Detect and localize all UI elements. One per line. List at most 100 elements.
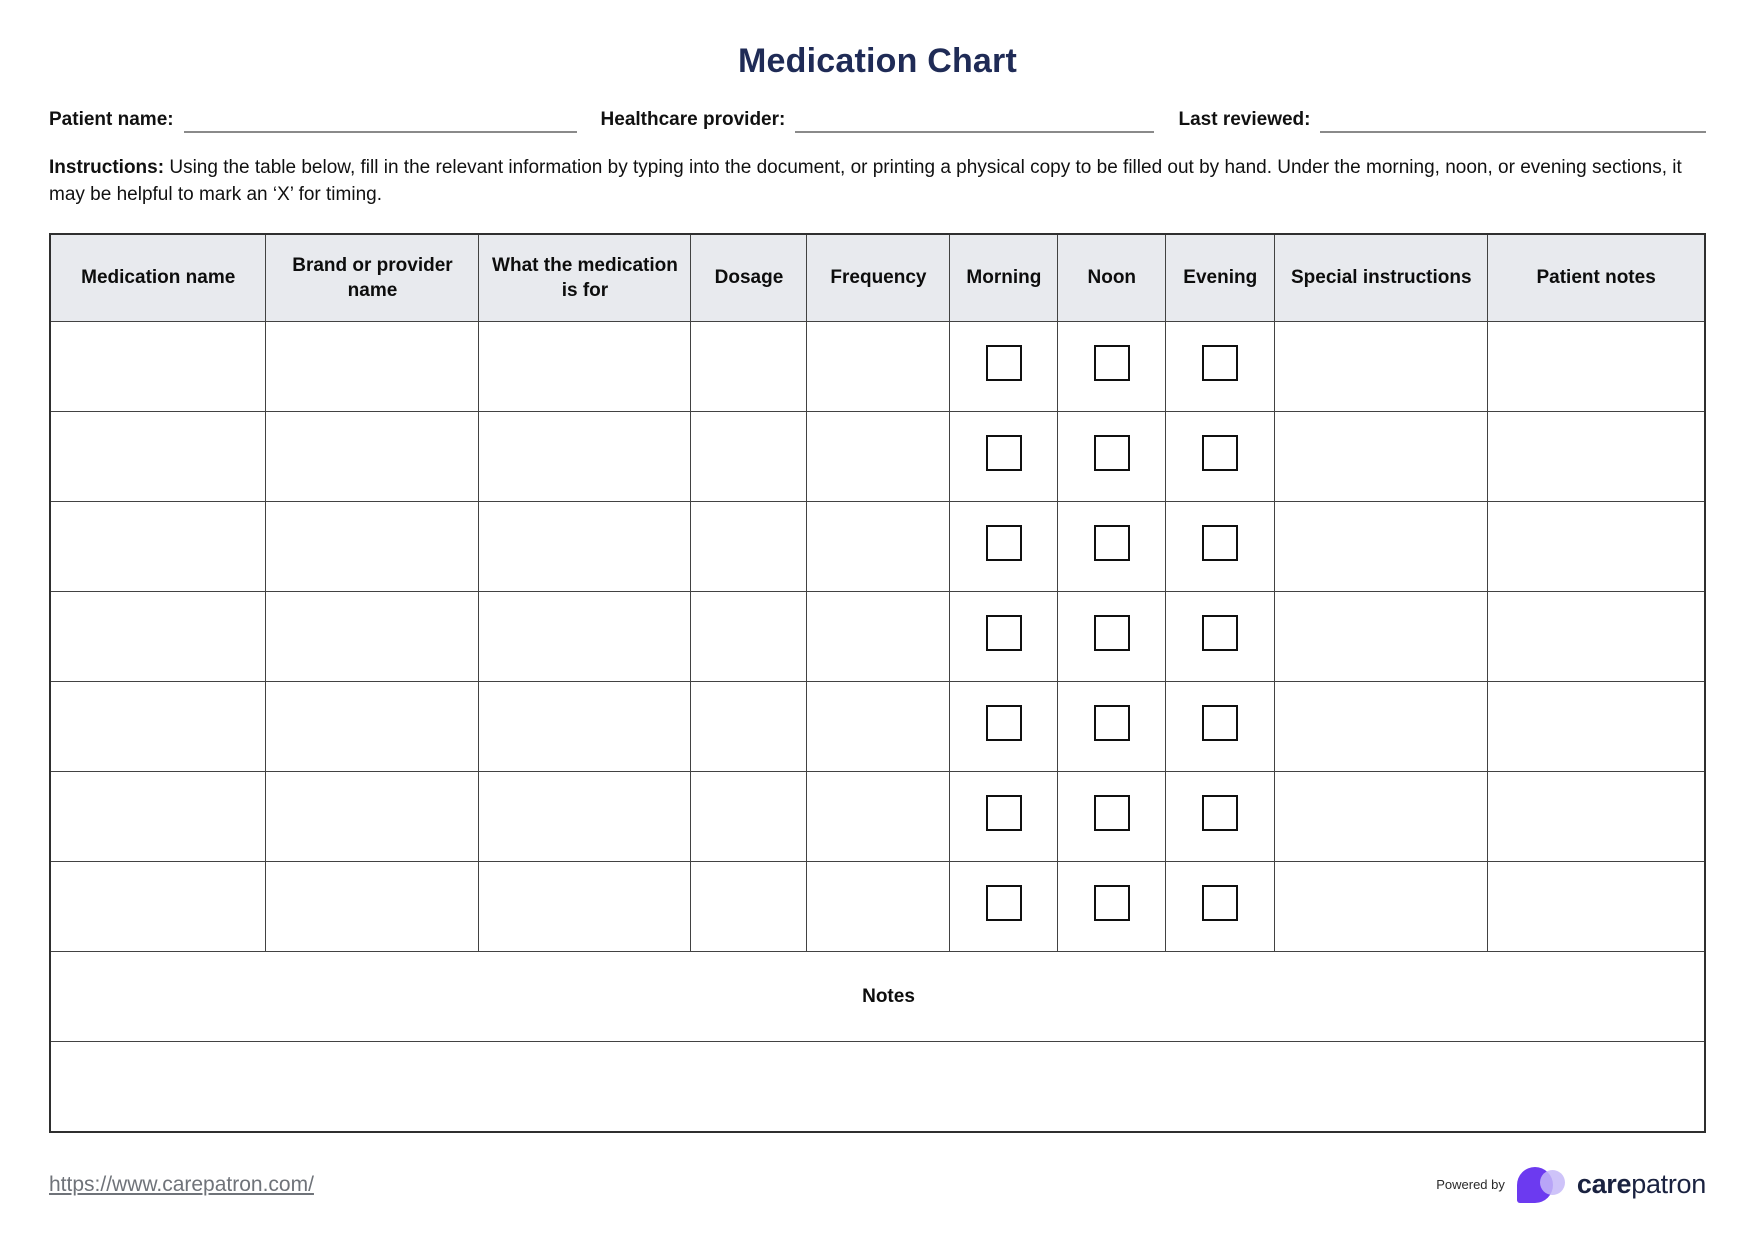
cell-medication-name[interactable] bbox=[49, 861, 267, 953]
cell-morning[interactable] bbox=[949, 411, 1059, 503]
cell-dosage[interactable] bbox=[690, 501, 808, 593]
morning-checkbox[interactable] bbox=[985, 614, 1022, 651]
cell-evening[interactable] bbox=[1165, 681, 1276, 773]
morning-checkbox[interactable] bbox=[985, 794, 1022, 831]
cell-dosage[interactable] bbox=[690, 411, 808, 503]
cell-noon[interactable] bbox=[1057, 591, 1167, 683]
carepatron-url-link[interactable]: https://www.carepatron.com/ bbox=[49, 1172, 314, 1196]
evening-checkbox[interactable] bbox=[1202, 524, 1239, 561]
cell-patient-notes[interactable] bbox=[1487, 861, 1706, 953]
cell-brand-name[interactable] bbox=[265, 771, 480, 863]
cell-evening[interactable] bbox=[1165, 321, 1276, 413]
cell-evening[interactable] bbox=[1165, 591, 1276, 683]
cell-dosage[interactable] bbox=[690, 681, 808, 773]
cell-special-instructions[interactable] bbox=[1274, 411, 1489, 503]
cell-medication-name[interactable] bbox=[49, 771, 267, 863]
cell-noon[interactable] bbox=[1057, 321, 1167, 413]
cell-dosage[interactable] bbox=[690, 861, 808, 953]
cell-morning[interactable] bbox=[949, 591, 1059, 683]
evening-checkbox[interactable] bbox=[1202, 884, 1239, 921]
morning-checkbox[interactable] bbox=[985, 344, 1022, 381]
cell-evening[interactable] bbox=[1165, 861, 1276, 953]
notes-input-area[interactable] bbox=[49, 1041, 1706, 1133]
patient-name-label: Patient name: bbox=[49, 109, 174, 130]
morning-checkbox[interactable] bbox=[985, 434, 1022, 471]
cell-special-instructions[interactable] bbox=[1274, 591, 1489, 683]
cell-medication-name[interactable] bbox=[49, 411, 267, 503]
cell-medication-purpose[interactable] bbox=[478, 411, 692, 503]
cell-frequency[interactable] bbox=[806, 591, 951, 683]
cell-special-instructions[interactable] bbox=[1274, 681, 1489, 773]
cell-noon[interactable] bbox=[1057, 681, 1167, 773]
morning-checkbox[interactable] bbox=[985, 704, 1022, 741]
cell-dosage[interactable] bbox=[690, 591, 808, 683]
cell-patient-notes[interactable] bbox=[1487, 591, 1706, 683]
cell-medication-name[interactable] bbox=[49, 321, 267, 413]
evening-checkbox[interactable] bbox=[1202, 344, 1239, 381]
evening-checkbox[interactable] bbox=[1202, 434, 1239, 471]
cell-frequency[interactable] bbox=[806, 411, 951, 503]
column-header-dosage: Dosage bbox=[690, 233, 808, 323]
cell-dosage[interactable] bbox=[690, 771, 808, 863]
cell-dosage[interactable] bbox=[690, 321, 808, 413]
cell-special-instructions[interactable] bbox=[1274, 501, 1489, 593]
cell-morning[interactable] bbox=[949, 771, 1059, 863]
noon-checkbox[interactable] bbox=[1093, 434, 1130, 471]
cell-special-instructions[interactable] bbox=[1274, 861, 1489, 953]
noon-checkbox[interactable] bbox=[1093, 614, 1130, 651]
noon-checkbox[interactable] bbox=[1093, 524, 1130, 561]
cell-medication-purpose[interactable] bbox=[478, 591, 692, 683]
cell-morning[interactable] bbox=[949, 321, 1059, 413]
cell-brand-name[interactable] bbox=[265, 411, 480, 503]
cell-noon[interactable] bbox=[1057, 771, 1167, 863]
cell-frequency[interactable] bbox=[806, 771, 951, 863]
cell-special-instructions[interactable] bbox=[1274, 771, 1489, 863]
cell-brand-name[interactable] bbox=[265, 861, 480, 953]
cell-patient-notes[interactable] bbox=[1487, 501, 1706, 593]
cell-evening[interactable] bbox=[1165, 771, 1276, 863]
cell-medication-name[interactable] bbox=[49, 681, 267, 773]
cell-brand-name[interactable] bbox=[265, 501, 480, 593]
cell-medication-purpose[interactable] bbox=[478, 501, 692, 593]
cell-noon[interactable] bbox=[1057, 411, 1167, 503]
cell-evening[interactable] bbox=[1165, 411, 1276, 503]
cell-medication-purpose[interactable] bbox=[478, 861, 692, 953]
evening-checkbox[interactable] bbox=[1202, 614, 1239, 651]
cell-frequency[interactable] bbox=[806, 321, 951, 413]
cell-brand-name[interactable] bbox=[265, 321, 480, 413]
cell-medication-purpose[interactable] bbox=[478, 681, 692, 773]
table-row bbox=[49, 591, 1706, 683]
morning-checkbox[interactable] bbox=[985, 884, 1022, 921]
noon-checkbox[interactable] bbox=[1093, 794, 1130, 831]
cell-patient-notes[interactable] bbox=[1487, 771, 1706, 863]
cell-medication-name[interactable] bbox=[49, 501, 267, 593]
cell-brand-name[interactable] bbox=[265, 681, 480, 773]
cell-morning[interactable] bbox=[949, 861, 1059, 953]
noon-checkbox[interactable] bbox=[1093, 704, 1130, 741]
patient-name-field: Patient name: bbox=[49, 109, 577, 133]
morning-checkbox[interactable] bbox=[985, 524, 1022, 561]
cell-patient-notes[interactable] bbox=[1487, 321, 1706, 413]
noon-checkbox[interactable] bbox=[1093, 344, 1130, 381]
cell-patient-notes[interactable] bbox=[1487, 411, 1706, 503]
cell-brand-name[interactable] bbox=[265, 591, 480, 683]
cell-frequency[interactable] bbox=[806, 681, 951, 773]
cell-special-instructions[interactable] bbox=[1274, 321, 1489, 413]
cell-noon[interactable] bbox=[1057, 501, 1167, 593]
patient-name-input[interactable] bbox=[183, 111, 577, 133]
evening-checkbox[interactable] bbox=[1202, 704, 1239, 741]
cell-noon[interactable] bbox=[1057, 861, 1167, 953]
evening-checkbox[interactable] bbox=[1202, 794, 1239, 831]
last-reviewed-input[interactable] bbox=[1320, 111, 1707, 133]
cell-medication-name[interactable] bbox=[49, 591, 267, 683]
cell-medication-purpose[interactable] bbox=[478, 321, 692, 413]
cell-evening[interactable] bbox=[1165, 501, 1276, 593]
cell-morning[interactable] bbox=[949, 501, 1059, 593]
noon-checkbox[interactable] bbox=[1093, 884, 1130, 921]
cell-patient-notes[interactable] bbox=[1487, 681, 1706, 773]
cell-morning[interactable] bbox=[949, 681, 1059, 773]
cell-medication-purpose[interactable] bbox=[478, 771, 692, 863]
cell-frequency[interactable] bbox=[806, 861, 951, 953]
cell-frequency[interactable] bbox=[806, 501, 951, 593]
healthcare-provider-input[interactable] bbox=[795, 111, 1155, 133]
